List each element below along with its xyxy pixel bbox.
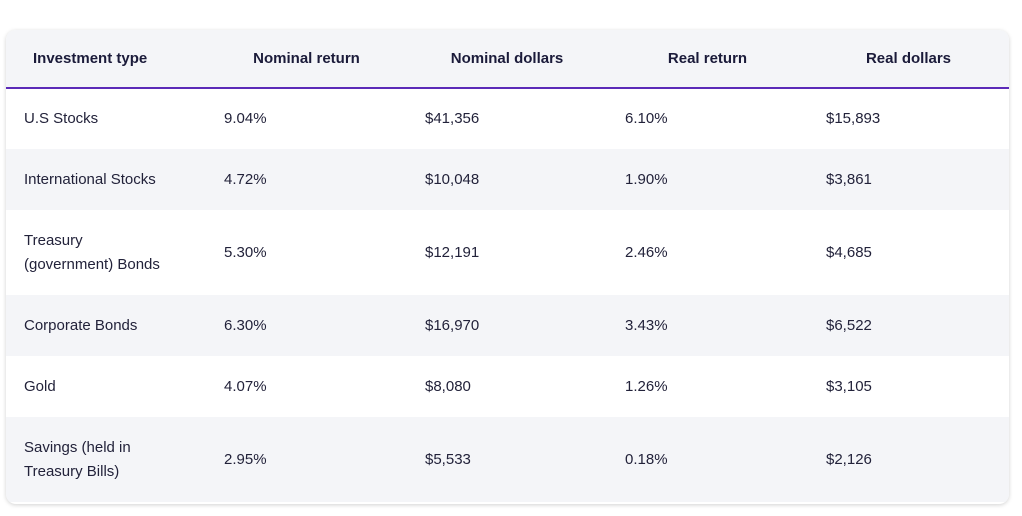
cell-real-return: 1.90% <box>625 170 668 188</box>
table-row: U.S Stocks 9.04% $41,356 6.10% $15,893 <box>6 88 1009 149</box>
cell-real-dollars: $3,105 <box>826 377 872 395</box>
cell-investment-type: Corporate Bonds <box>24 316 138 334</box>
table-row: Corporate Bonds 6.30% $16,970 3.43% $6,5… <box>6 295 1009 356</box>
header-real-return: Real return <box>607 30 808 89</box>
cell-real-return: 1.26% <box>625 377 668 395</box>
cell-real-dollars: $4,685 <box>826 243 872 261</box>
returns-table-card: Investment type Nominal return Nominal d… <box>6 30 1009 504</box>
cell-nominal-dollars: $12,191 <box>425 243 480 261</box>
cell-investment-type: Treasury (government) Bonds <box>24 231 160 273</box>
returns-table: Investment type Nominal return Nominal d… <box>6 30 1009 502</box>
cell-nominal-dollars: $16,970 <box>425 316 480 334</box>
table-row: Savings (held in Treasury Bills) 2.95% $… <box>6 417 1009 502</box>
header-real-dollars: Real dollars <box>808 30 1009 89</box>
cell-nominal-dollars: $10,048 <box>425 170 480 188</box>
cell-nominal-dollars: $8,080 <box>425 377 471 395</box>
cell-investment-type: Savings (held in Treasury Bills) <box>24 438 131 480</box>
cell-investment-type: U.S Stocks <box>24 110 99 127</box>
cell-real-return: 0.18% <box>625 450 668 468</box>
cell-nominal-dollars: $5,533 <box>425 450 471 468</box>
cell-nominal-return: 4.07% <box>224 377 267 395</box>
cell-nominal-return: 4.72% <box>224 170 267 188</box>
cell-real-dollars: $2,126 <box>826 450 872 468</box>
cell-real-return: 6.10% <box>625 110 668 127</box>
cell-investment-type: Gold <box>24 377 56 395</box>
cell-nominal-return: 5.30% <box>224 243 267 261</box>
cell-real-dollars: $15,893 <box>826 110 881 127</box>
cell-real-dollars: $6,522 <box>826 316 872 334</box>
header-nominal-dollars: Nominal dollars <box>407 30 607 89</box>
header-investment-type: Investment type <box>6 30 206 89</box>
cell-nominal-return: 2.95% <box>224 450 267 468</box>
table-header-row: Investment type Nominal return Nominal d… <box>6 30 1009 89</box>
table-row: International Stocks 4.72% $10,048 1.90%… <box>6 149 1009 210</box>
cell-nominal-dollars: $41,356 <box>425 110 480 127</box>
cell-nominal-return: 9.04% <box>224 110 267 127</box>
table-row: Treasury (government) Bonds 5.30% $12,19… <box>6 210 1009 295</box>
table-row: Gold 4.07% $8,080 1.26% $3,105 <box>6 356 1009 417</box>
cell-nominal-return: 6.30% <box>224 316 267 334</box>
cell-real-return: 2.46% <box>625 243 668 261</box>
cell-real-dollars: $3,861 <box>826 170 872 188</box>
cell-real-return: 3.43% <box>625 316 668 334</box>
header-nominal-return: Nominal return <box>206 30 407 89</box>
cell-investment-type: International Stocks <box>24 170 156 188</box>
